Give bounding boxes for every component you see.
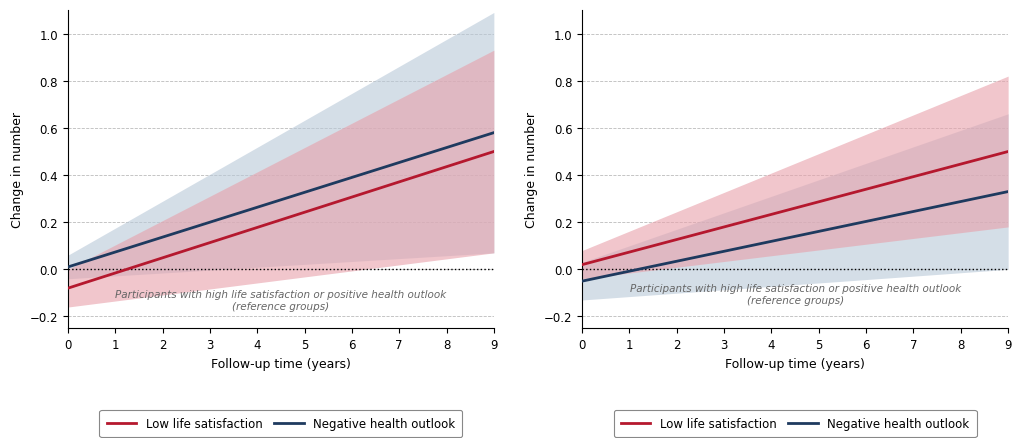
Y-axis label: Change in number: Change in number bbox=[526, 112, 538, 228]
X-axis label: Follow-up time (years): Follow-up time (years) bbox=[725, 357, 865, 370]
Legend: Low life satisfaction, Negative health outlook: Low life satisfaction, Negative health o… bbox=[99, 410, 462, 437]
Y-axis label: Change in number: Change in number bbox=[11, 112, 25, 228]
Text: Participants with high life satisfaction or positive health outlook
(reference g: Participants with high life satisfaction… bbox=[629, 283, 961, 305]
X-axis label: Follow-up time (years): Follow-up time (years) bbox=[211, 357, 351, 370]
Legend: Low life satisfaction, Negative health outlook: Low life satisfaction, Negative health o… bbox=[614, 410, 977, 437]
Text: Participants with high life satisfaction or positive health outlook
(reference g: Participants with high life satisfaction… bbox=[116, 290, 446, 311]
